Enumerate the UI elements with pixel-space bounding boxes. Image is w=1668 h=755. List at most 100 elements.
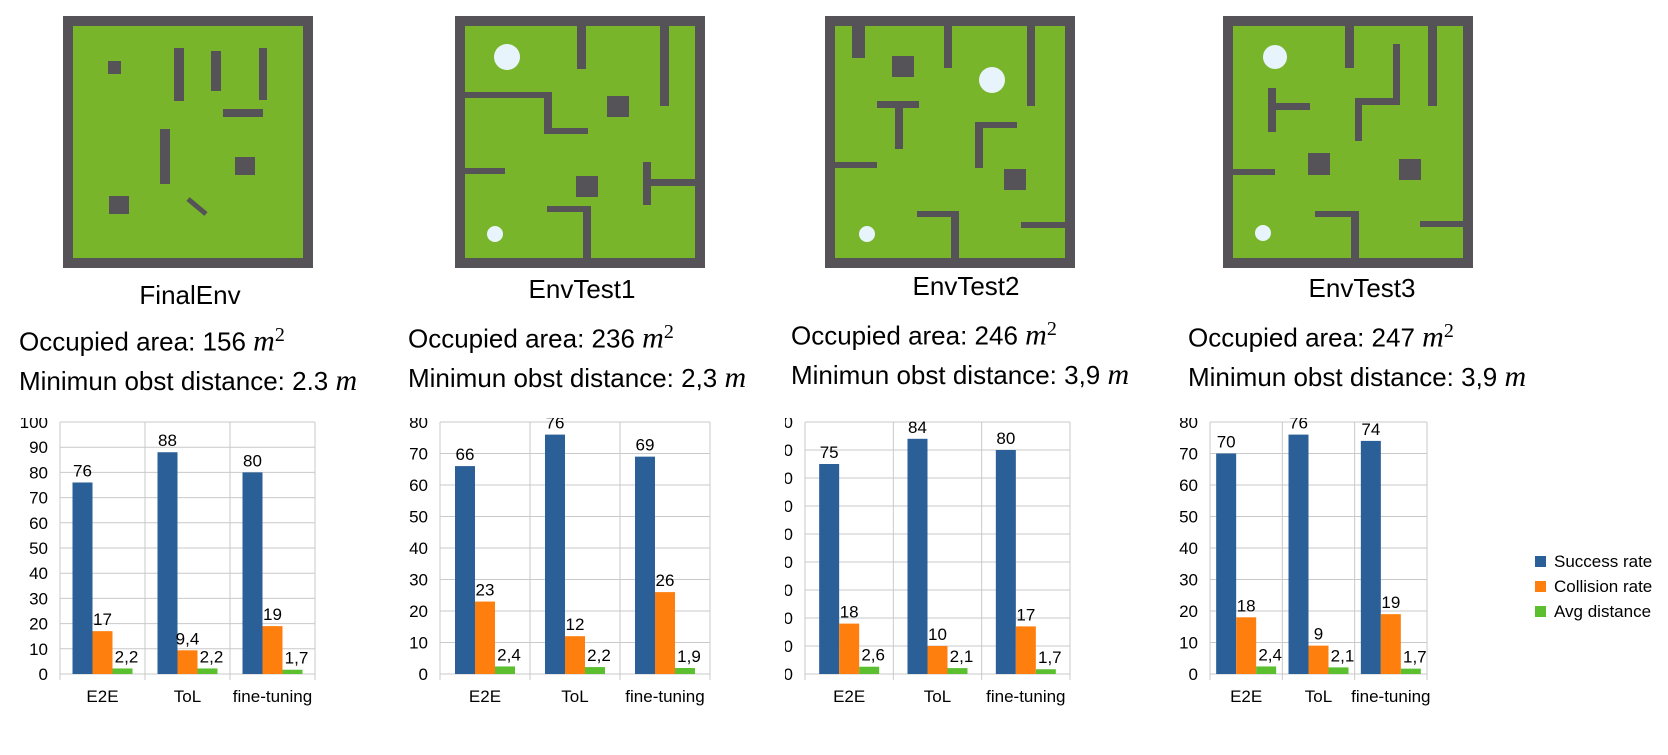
- bar-distance: [1035, 669, 1056, 674]
- occupied-area: Occupied area: 246 m2: [791, 318, 1057, 353]
- min-obstacle-distance: Minimun obst distance: 3,9 m: [1188, 360, 1526, 394]
- y-tick-label: 30: [785, 581, 793, 600]
- data-label-success: 76: [546, 418, 565, 433]
- bar-success: [1288, 434, 1309, 674]
- y-tick-label: 50: [29, 539, 48, 558]
- bar-distance: [112, 668, 133, 674]
- bar-distance: [197, 668, 218, 674]
- panel-title: EnvTest2: [912, 271, 1020, 301]
- bar-success: [819, 464, 840, 674]
- data-label-collision: 18: [840, 603, 859, 622]
- env-map-envtest3: [1223, 16, 1473, 268]
- data-label-distance: 2,2: [200, 647, 224, 666]
- data-label-collision: 17: [93, 610, 112, 629]
- data-label-distance: 1,7: [1038, 648, 1062, 667]
- bar-collision: [177, 650, 198, 674]
- area-exponent: 2: [274, 324, 285, 346]
- bar-collision: [655, 592, 675, 674]
- area-unit: m: [1422, 320, 1444, 354]
- data-label-success: 76: [73, 461, 92, 480]
- bar-collision: [92, 631, 113, 674]
- y-tick-label: 50: [1179, 508, 1198, 527]
- y-tick-label: 10: [785, 637, 793, 656]
- data-label-distance: 2,2: [115, 647, 139, 666]
- y-tick-label: 70: [1179, 445, 1198, 464]
- bar-success: [1216, 453, 1237, 674]
- y-tick-label: 60: [785, 497, 793, 516]
- data-label-success: 80: [996, 429, 1015, 448]
- y-tick-label: 90: [29, 438, 48, 457]
- data-label-success: 70: [1217, 433, 1236, 452]
- chart-legend: Success rate Collision rate Avg distance: [1535, 549, 1652, 624]
- occupied-area: Occupied area: 156 m2: [19, 324, 285, 359]
- distance-label: Minimun obst distance: 2.3: [19, 366, 336, 396]
- area-unit: m: [1025, 318, 1047, 352]
- area-exponent: 2: [1046, 318, 1057, 340]
- data-label-success: 74: [1361, 420, 1380, 439]
- legend-label-collision: Collision rate: [1554, 576, 1653, 596]
- occupied-area-label: Occupied area: 246: [791, 320, 1026, 351]
- bar-collision: [262, 626, 283, 674]
- bar-chart-envtest2: 010203040506070809075182,6E2E84102,1ToL8…: [785, 418, 1071, 706]
- bar-chart-envtest1: 0 10 20 30 40 50 60 70 80 66 23 2,4 E2E 76 122,2 ToL 69 2…: [409, 418, 711, 706]
- data-label-distance: 2,4: [497, 645, 521, 664]
- bar-distance: [675, 668, 695, 674]
- y-tick-label: 60: [409, 476, 428, 495]
- data-label-success: 80: [243, 451, 262, 470]
- y-tick-label: 50: [409, 508, 428, 527]
- y-tick-label: 50: [785, 525, 793, 544]
- occupied-area-label: Occupied area: 156: [19, 326, 254, 357]
- y-tick-label: 60: [1179, 476, 1198, 495]
- occupied-area-label: Occupied area: 236: [408, 323, 643, 354]
- min-obstacle-distance: Minimun obst distance: 2.3 m: [19, 364, 357, 398]
- distance-label: Minimun obst distance: 3,9: [791, 360, 1108, 390]
- area-exponent: 2: [663, 321, 674, 343]
- bar-distance: [1256, 666, 1277, 674]
- legend-item-collision: Collision rate: [1535, 574, 1652, 599]
- area-unit: m: [642, 321, 664, 355]
- legend-swatch-success: [1535, 556, 1546, 567]
- bar-success: [242, 472, 263, 674]
- area-unit: m: [253, 324, 275, 358]
- panel-title: EnvTest3: [1308, 273, 1416, 303]
- bar-success: [72, 482, 93, 674]
- distance-unit: m: [1504, 360, 1527, 393]
- bar-collision: [1380, 614, 1401, 674]
- y-tick-label: 10: [1179, 634, 1198, 653]
- distance-unit: m: [724, 361, 747, 394]
- y-tick-label: 70: [29, 489, 48, 508]
- y-tick-label: 70: [785, 469, 793, 488]
- bar-distance: [1400, 668, 1421, 674]
- env-map-envtest2: [825, 16, 1075, 268]
- y-tick-label: 100: [20, 418, 48, 432]
- env-map-finalenv: [63, 16, 313, 268]
- legend-label-distance: Avg distance: [1554, 601, 1652, 621]
- y-tick-label: 30: [1179, 571, 1198, 590]
- data-label-distance: 2,1: [950, 647, 974, 666]
- data-label-collision: 9,4: [176, 629, 200, 648]
- distance-label: Minimun obst distance: 3,9: [1188, 362, 1505, 392]
- bar-collision: [839, 623, 860, 674]
- y-tick-label: 0: [419, 665, 428, 684]
- y-tick-label: 80: [785, 441, 793, 460]
- y-tick-label: 0: [1189, 665, 1198, 684]
- data-label-distance: 1,7: [1403, 648, 1427, 667]
- min-obstacle-distance: Minimun obst distance: 3,9 m: [791, 358, 1129, 392]
- legend-swatch-collision: [1535, 581, 1546, 592]
- y-tick-label: 20: [785, 609, 793, 628]
- y-tick-label: 90: [785, 418, 793, 432]
- bar-success: [1360, 440, 1381, 674]
- data-label-success: 69: [636, 436, 655, 455]
- occupied-area: Occupied area: 236 m2: [408, 321, 674, 356]
- x-tick-label: ToL: [924, 687, 951, 706]
- y-tick-label: 20: [29, 615, 48, 634]
- y-tick-label: 40: [1179, 539, 1198, 558]
- occupied-area: Occupied area: 247 m2: [1188, 320, 1454, 355]
- y-tick-label: 0: [785, 665, 793, 684]
- distance-unit: m: [1107, 358, 1130, 391]
- x-tick-label: E2E: [469, 687, 501, 706]
- y-tick-label: 40: [29, 564, 48, 583]
- x-tick-label: E2E: [86, 687, 118, 706]
- x-tick-label: E2E: [1230, 687, 1262, 706]
- legend-swatch-distance: [1535, 606, 1546, 617]
